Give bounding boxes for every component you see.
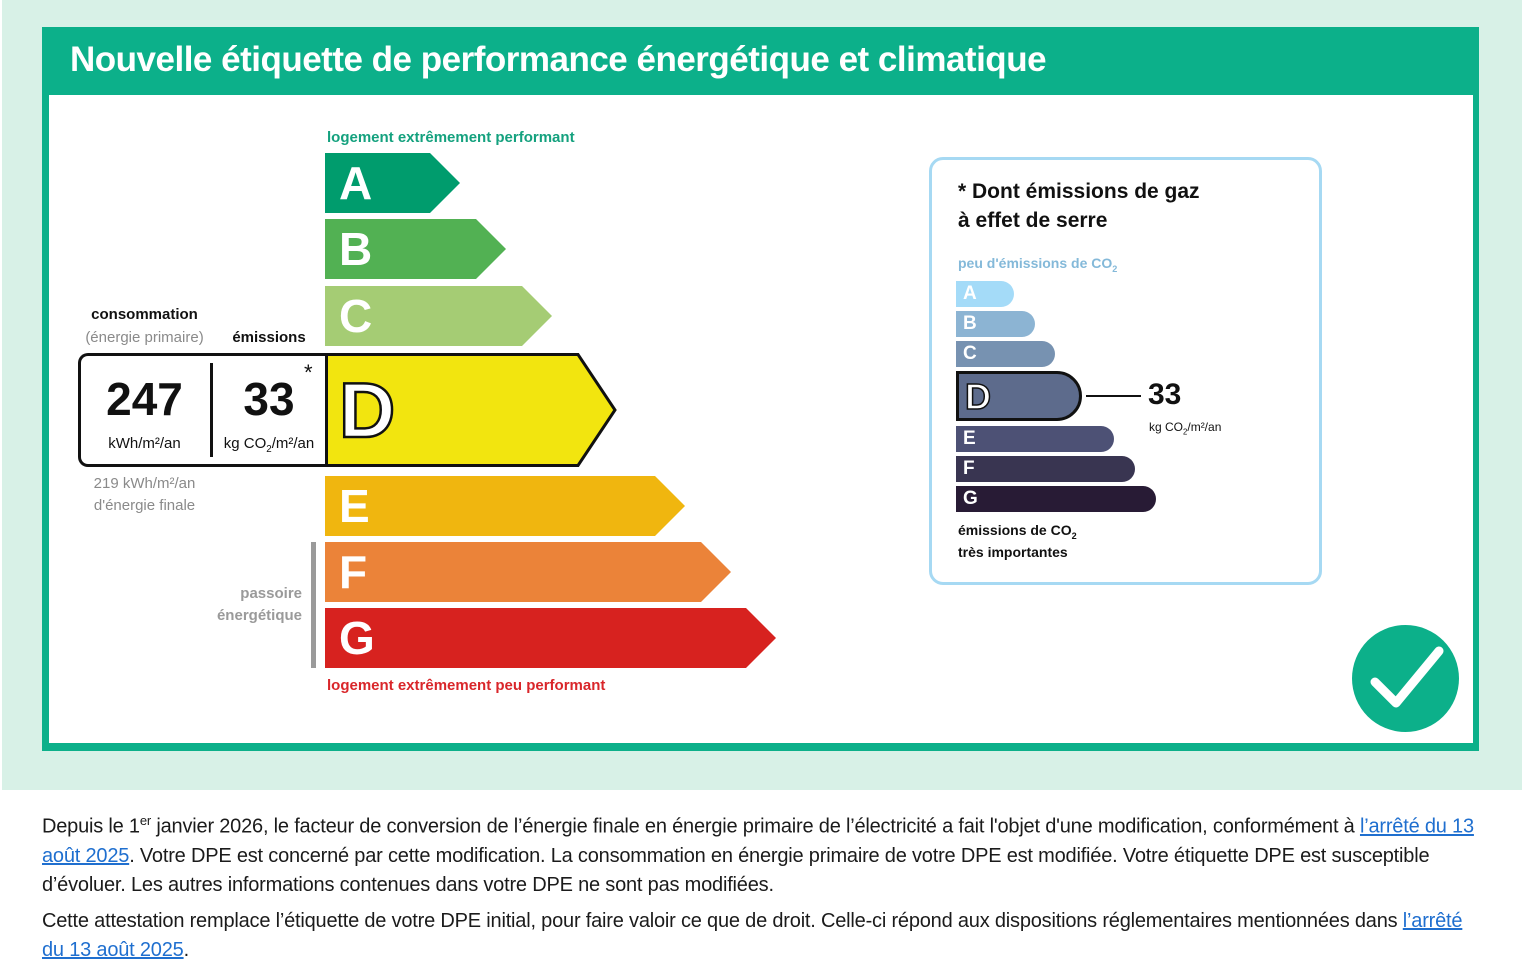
ghg-value: 33 — [1148, 378, 1182, 411]
ghg-class-g: G — [956, 486, 1156, 512]
energy-class-b-arrow — [325, 219, 506, 279]
page-title: Nouvelle étiquette de performance énergé… — [70, 40, 1047, 79]
energy-class-d-letter: D — [338, 366, 397, 454]
ghg-unit: kg CO2/m²/an — [1149, 420, 1222, 437]
energy-class-c-arrow — [325, 286, 552, 346]
ghg-title-line1: * Dont émissions de gaz — [958, 180, 1200, 203]
ghg-class-b: B — [956, 311, 1035, 337]
energy-class-b-letter: B — [339, 223, 373, 275]
emissions-unit: kg CO2/m²/an — [223, 435, 315, 455]
emissions-label: émissions — [232, 329, 306, 346]
ghg-class-b-letter: B — [963, 313, 977, 334]
energy-bottom-caption: logement extrêmement peu performant — [327, 677, 606, 694]
energy-top-caption: logement extrêmement performant — [327, 129, 575, 146]
asterisk-marker: * — [304, 360, 313, 385]
energy-sieve-label-2: énergétique — [216, 607, 302, 624]
emissions-value: 33 — [243, 373, 295, 425]
energy-class-g-arrow — [325, 608, 776, 668]
energy-class-e-letter: E — [339, 480, 370, 532]
selected-values-box — [78, 353, 330, 467]
ghg-class-c: C — [956, 341, 1055, 367]
ghg-class-f: F — [956, 456, 1135, 482]
decree-link-2[interactable]: l’arrêté du 13 août 2025 — [42, 910, 1463, 961]
notice-paragraph-1: Depuis le 1er janvier 2026, le facteur d… — [42, 813, 1474, 896]
ghg-class-c-letter: C — [963, 343, 977, 364]
ghg-class-e-letter: E — [963, 428, 976, 449]
ghg-bottom-caption-line1: émissions de CO2 — [958, 522, 1077, 541]
ghg-class-g-letter: G — [963, 488, 978, 509]
ghg-class-e: E — [956, 426, 1114, 452]
energy-class-e-arrow — [325, 476, 685, 536]
energy-class-f-letter: F — [339, 546, 368, 598]
notice-paragraph-2: Cette attestation remplace l’étiquette d… — [42, 910, 1463, 961]
energy-sieve-bracket — [311, 542, 316, 668]
ghg-bottom-caption-line2: très importantes — [958, 544, 1068, 560]
ghg-pointer-line — [1086, 395, 1141, 397]
energy-class-g-letter: G — [339, 612, 375, 664]
consumption-label: consommation — [91, 306, 198, 323]
values-divider — [210, 363, 213, 457]
energy-class-f-arrow — [325, 542, 731, 602]
ghg-class-a-letter: A — [963, 283, 977, 304]
ghg-class-d-letter: D — [964, 376, 992, 418]
ghg-class-a: A — [956, 281, 1014, 307]
final-energy-value: 219 kWh/m²/an — [93, 475, 196, 492]
final-energy-label: d'énergie finale — [93, 497, 196, 514]
decree-link-1[interactable]: l’arrêté du 13 août 2025 — [42, 815, 1474, 867]
energy-sieve-label-1: passoire — [240, 585, 302, 602]
consumption-value: 247 — [106, 373, 183, 425]
energy-class-a-arrow — [325, 153, 460, 213]
ghg-title-line2: à effet de serre — [958, 209, 1108, 232]
ghg-class-f-letter: F — [963, 458, 975, 479]
ghg-top-caption: peu d'émissions de CO2 — [958, 255, 1118, 274]
energy-class-c-letter: C — [339, 290, 373, 342]
energy-class-d-arrow — [325, 353, 617, 467]
checkmark-icon — [1352, 625, 1459, 732]
energy-class-a-letter: A — [339, 157, 373, 209]
ghg-class-d-selected: D — [956, 371, 1082, 421]
consumption-unit: kWh/m²/an — [108, 435, 181, 452]
consumption-sublabel: (énergie primaire) — [85, 329, 204, 346]
